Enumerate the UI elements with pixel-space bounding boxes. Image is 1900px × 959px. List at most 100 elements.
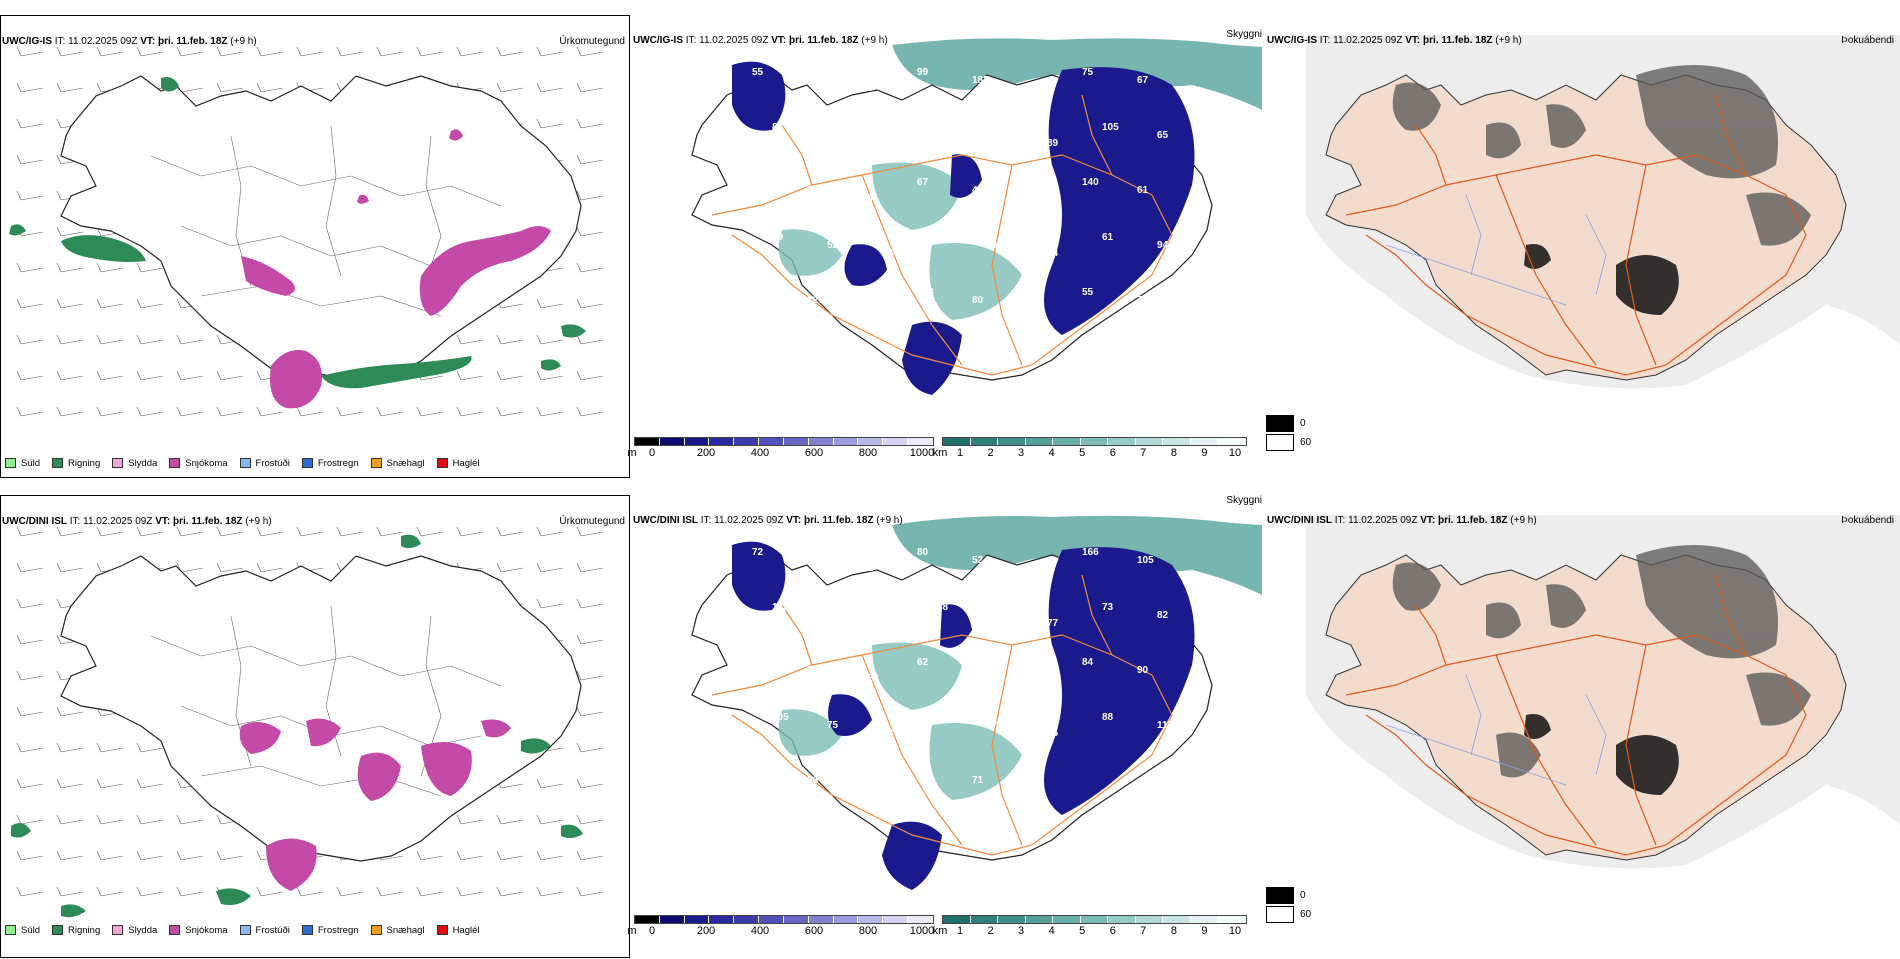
cloud-base-label: 105 — [772, 712, 789, 723]
colorbar-swatch — [783, 438, 809, 445]
fog-legend-item: 60 — [1266, 906, 1311, 923]
it-value: 11.02.2025 09Z — [68, 36, 138, 47]
colorbar-swatch — [808, 916, 834, 923]
fog-title-bottom: UWC/DINI ISL IT: 11.02.2025 09Z VT: þri.… — [1267, 515, 1537, 526]
wind-barb-icon — [536, 598, 564, 609]
colorbar-tick-label: 1000 — [909, 925, 935, 937]
wind-barb-icon — [176, 406, 204, 417]
wind-barb-icon — [216, 526, 244, 537]
wind-barb-icon — [256, 526, 284, 537]
lead-time: (+9 h) — [245, 516, 272, 527]
legend-swatch — [239, 458, 251, 468]
it-label: IT: — [54, 36, 66, 47]
vt-label: VT: — [771, 35, 787, 46]
wind-barb-icon — [576, 190, 604, 201]
cloud-base-label: 99 — [917, 67, 929, 78]
wind-barb-icon — [96, 262, 124, 273]
wind-barb-icon — [96, 814, 124, 825]
wind-barb-icon — [496, 370, 524, 381]
legend-label: Haglél — [452, 457, 480, 469]
wind-barb-icon — [56, 778, 84, 789]
wind-barb-icon — [16, 562, 44, 573]
cloud-base-label: 182 — [972, 75, 989, 86]
wind-barb-icon — [456, 334, 484, 345]
legend-label: Frostúði — [255, 457, 290, 469]
cloud-base-label: 61 — [1027, 783, 1039, 794]
wind-barb-icon — [56, 562, 84, 573]
legend-swatch — [1266, 887, 1294, 904]
cloud-base-label: 55 — [752, 67, 764, 78]
fog-legend-item: 0 — [1266, 887, 1311, 904]
cloud-base-label: 176 — [752, 767, 769, 778]
it-value: 11.02.2025 09Z — [1348, 515, 1418, 526]
colorbar-tick-label: 200 — [696, 447, 716, 459]
wind-barb-icon — [336, 886, 364, 897]
vt-label: VT: — [786, 515, 802, 526]
colorbar-unit: km — [932, 925, 948, 937]
cloud-base-label: 77 — [827, 610, 839, 621]
it-value: 11.02.2025 09Z — [1333, 35, 1403, 46]
wind-barb-icon — [136, 778, 164, 789]
vt-label: VT: — [1405, 35, 1421, 46]
cloud-base-label: 44 — [827, 350, 839, 361]
wind-barb-icon — [416, 46, 444, 57]
precip-blobs — [9, 77, 586, 409]
it-value: 11.02.2025 09Z — [699, 35, 769, 46]
colorbar-swatch — [1108, 438, 1136, 445]
precip-blobs — [11, 534, 583, 918]
legend-label: Súld — [21, 457, 41, 469]
precip-legend-item: Rigning — [52, 925, 100, 936]
wind-barb-icon — [376, 46, 404, 57]
vt-label: VT: — [155, 516, 171, 527]
cloud-base-label: 53 — [752, 657, 764, 668]
fog-title-top: UWC/IG-IS IT: 11.02.2025 09Z VT: þri. 11… — [1267, 35, 1522, 46]
legend-swatch — [169, 458, 181, 468]
precip-legend-item: Súld — [5, 925, 40, 936]
cloud-base-labels: 55 78 68 99 182 94 75 67 82 80 73 52 90 89 105 65 75 72 84… — [752, 67, 1169, 361]
lead-time: (+9 h) — [230, 36, 257, 47]
precip-legend-item: Frostúði — [239, 924, 290, 936]
precip-title-top: UWC/IG-IS IT: 11.02.2025 09Z VT: þri. 11… — [2, 36, 257, 47]
wind-barb-icon — [56, 814, 84, 825]
wind-barb-icon — [16, 886, 44, 897]
cloud-base-label: 52 — [972, 555, 984, 566]
cloud-base-label: 66 — [807, 555, 819, 566]
legend-label: 60 — [1300, 437, 1312, 448]
wind-barb-icon — [576, 634, 604, 645]
wind-barb-icon — [496, 850, 524, 861]
cloud-base-label: 62 — [917, 657, 929, 668]
cloud-base-label: 117 — [1157, 720, 1174, 731]
wind-barb-icon — [536, 334, 564, 345]
wind-barb-icon — [496, 562, 524, 573]
wind-barb-icon — [56, 262, 84, 273]
wind-barb-icon — [136, 850, 164, 861]
cloud-map-bottom: 72 66 71 80 52 162 166 105 132 77 67 68 74 77 73 82 53 53… — [691, 515, 1262, 890]
colorbar-tick-label: 800 — [858, 447, 878, 459]
colorbar-tick-label: 0 — [648, 447, 656, 459]
cloud-base-label: 52 — [827, 240, 839, 251]
legend-label: Frostúði — [255, 924, 290, 936]
colorbar-swatch — [709, 916, 735, 923]
precip-map-bottom — [11, 526, 604, 918]
wind-barb-icon — [576, 706, 604, 717]
wind-barb-icon — [96, 742, 124, 753]
vt-label: VT: — [140, 36, 156, 47]
wind-barb-icon — [536, 298, 564, 309]
colorbar-swatch — [759, 916, 784, 923]
cloud-base-labels: 72 66 71 80 52 162 166 105 132 77 67 68 74 77 73 82 53 53… — [752, 547, 1174, 794]
cloud-base-label: 75 — [827, 720, 839, 731]
wind-barb-icon — [296, 406, 324, 417]
wind-barb-icon — [576, 82, 604, 93]
cloud-base-label: 89 — [772, 232, 784, 243]
wind-barb-icon — [96, 334, 124, 345]
colorbar-tick-label: 0 — [648, 925, 656, 937]
precip-legend-item: Snæhagl — [370, 925, 425, 936]
wind-barb-icon — [536, 46, 564, 57]
colorbar-swatch — [734, 438, 760, 445]
wind-barb-icon — [16, 262, 44, 273]
colorbar-swatch — [1025, 916, 1054, 923]
legend-label: Slydda — [128, 457, 158, 469]
wind-barb-icon — [56, 406, 84, 417]
wind-barb-icon — [16, 334, 44, 345]
cloud-base-label: 71 — [972, 775, 984, 786]
